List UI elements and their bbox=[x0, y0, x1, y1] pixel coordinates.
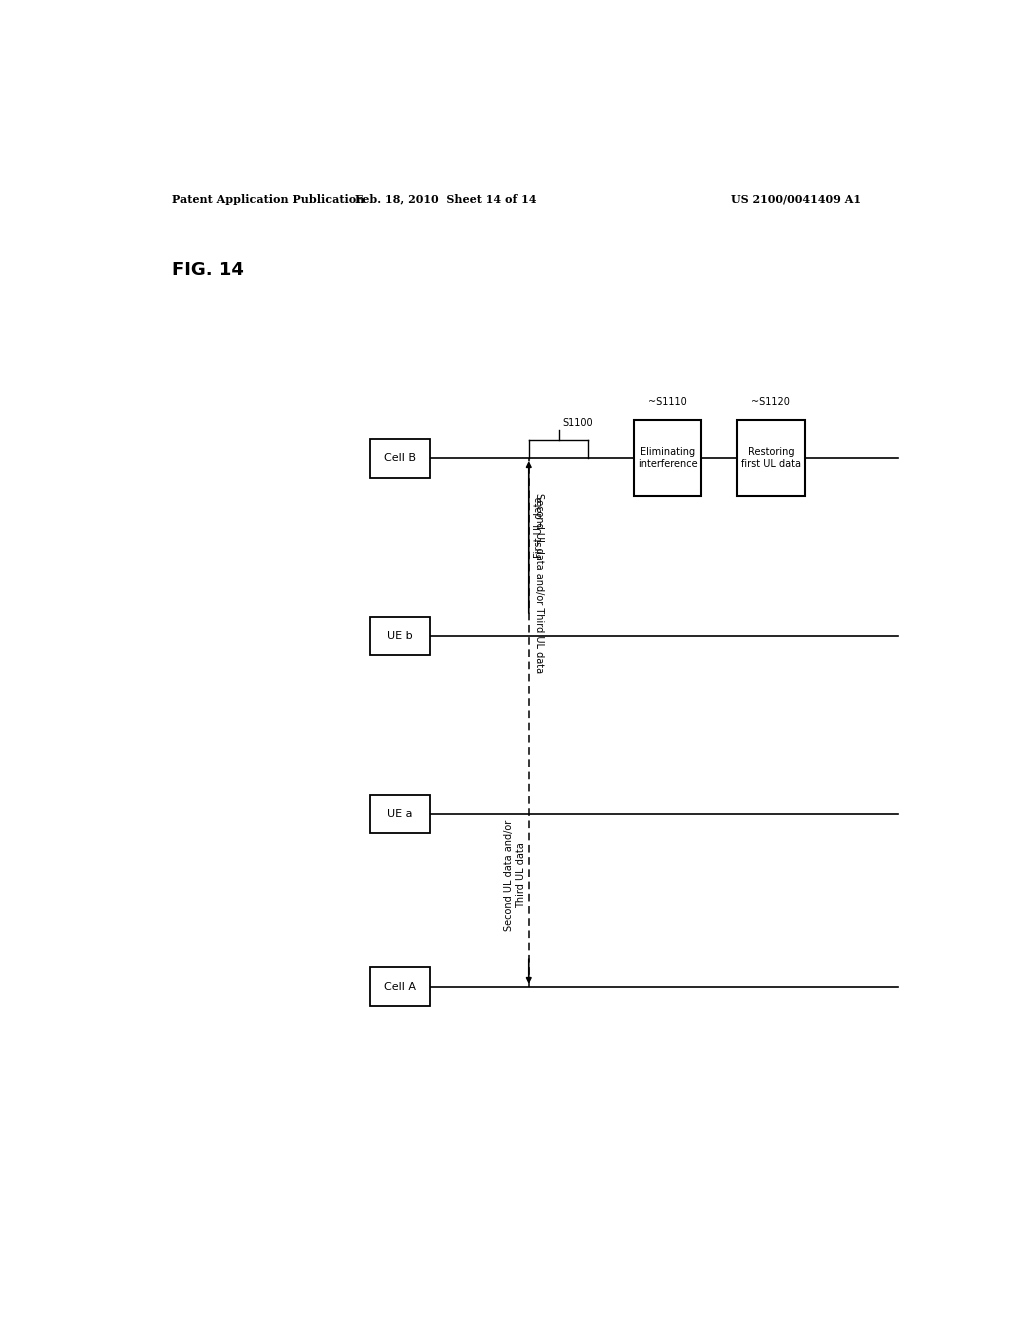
Bar bbox=[370, 968, 430, 1006]
Bar bbox=[370, 616, 430, 656]
Text: UE b: UE b bbox=[387, 631, 413, 642]
Text: First UL data: First UL data bbox=[534, 496, 544, 557]
Text: ~S1120: ~S1120 bbox=[752, 397, 791, 408]
Text: ~S1110: ~S1110 bbox=[648, 397, 687, 408]
Text: US 2100/0041409 A1: US 2100/0041409 A1 bbox=[731, 194, 861, 205]
Bar bbox=[370, 440, 430, 478]
Text: Eliminating
interference: Eliminating interference bbox=[638, 447, 697, 470]
Text: Cell A: Cell A bbox=[384, 982, 416, 991]
Text: Feb. 18, 2010  Sheet 14 of 14: Feb. 18, 2010 Sheet 14 of 14 bbox=[354, 194, 537, 205]
Text: Second UL data and/or Third UL data: Second UL data and/or Third UL data bbox=[534, 492, 544, 673]
Text: Second UL data and/or
Third UL data: Second UL data and/or Third UL data bbox=[504, 820, 525, 931]
Text: S1100: S1100 bbox=[562, 417, 593, 428]
Text: Restoring
first UL data: Restoring first UL data bbox=[740, 447, 801, 470]
Text: FIG. 14: FIG. 14 bbox=[172, 261, 244, 280]
Bar bbox=[634, 420, 701, 496]
Text: Patent Application Publication: Patent Application Publication bbox=[172, 194, 364, 205]
Bar bbox=[370, 795, 430, 833]
Text: Cell B: Cell B bbox=[384, 453, 416, 463]
Text: UE a: UE a bbox=[387, 809, 413, 818]
Bar bbox=[737, 420, 805, 496]
